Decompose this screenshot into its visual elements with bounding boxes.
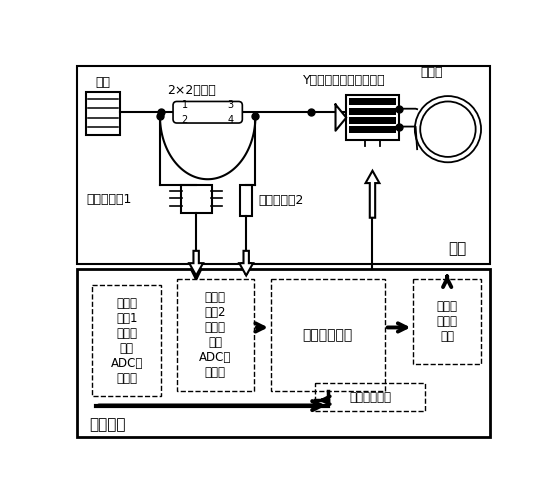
Text: Y波导（或相位调制器）: Y波导（或相位调制器）: [303, 74, 386, 87]
Bar: [77, 66, 490, 264]
Text: 光路: 光路: [448, 241, 466, 256]
Bar: [350, 98, 396, 105]
Bar: [413, 279, 481, 364]
Bar: [181, 186, 212, 213]
Bar: [350, 108, 396, 115]
Bar: [315, 383, 425, 411]
Polygon shape: [336, 104, 346, 131]
Bar: [86, 92, 120, 135]
Text: 1: 1: [182, 100, 188, 110]
Text: 波导相
位调制
电路: 波导相 位调制 电路: [437, 300, 458, 343]
Text: 3: 3: [228, 100, 234, 110]
Bar: [350, 117, 396, 124]
FancyBboxPatch shape: [173, 101, 242, 123]
Text: 光纤环: 光纤环: [420, 66, 443, 79]
Bar: [77, 269, 490, 437]
Bar: [271, 279, 385, 391]
Text: 数据接口电路: 数据接口电路: [349, 391, 391, 404]
Bar: [240, 186, 253, 216]
Text: 2: 2: [182, 115, 188, 125]
Text: 光源: 光源: [95, 76, 110, 89]
Text: 4: 4: [228, 115, 234, 125]
Text: 光电探
测器1
信号放
大和
ADC采
样电路: 光电探 测器1 信号放 大和 ADC采 样电路: [111, 296, 143, 385]
Bar: [346, 95, 399, 140]
Text: 光电探测器1: 光电探测器1: [86, 193, 131, 206]
Text: 检测电路: 检测电路: [89, 418, 126, 433]
Text: 2×2耦合器: 2×2耦合器: [167, 84, 216, 97]
Text: 光电探测器2: 光电探测器2: [259, 194, 304, 207]
Bar: [350, 126, 396, 133]
Bar: [177, 279, 254, 391]
Bar: [92, 285, 162, 396]
Text: 光电探
测器2
信号放
大和
ADC采
样电路: 光电探 测器2 信号放 大和 ADC采 样电路: [199, 291, 232, 379]
Text: 数字逻辑芯片: 数字逻辑芯片: [302, 328, 353, 342]
Polygon shape: [189, 251, 203, 275]
Polygon shape: [239, 251, 253, 275]
Polygon shape: [366, 171, 379, 218]
